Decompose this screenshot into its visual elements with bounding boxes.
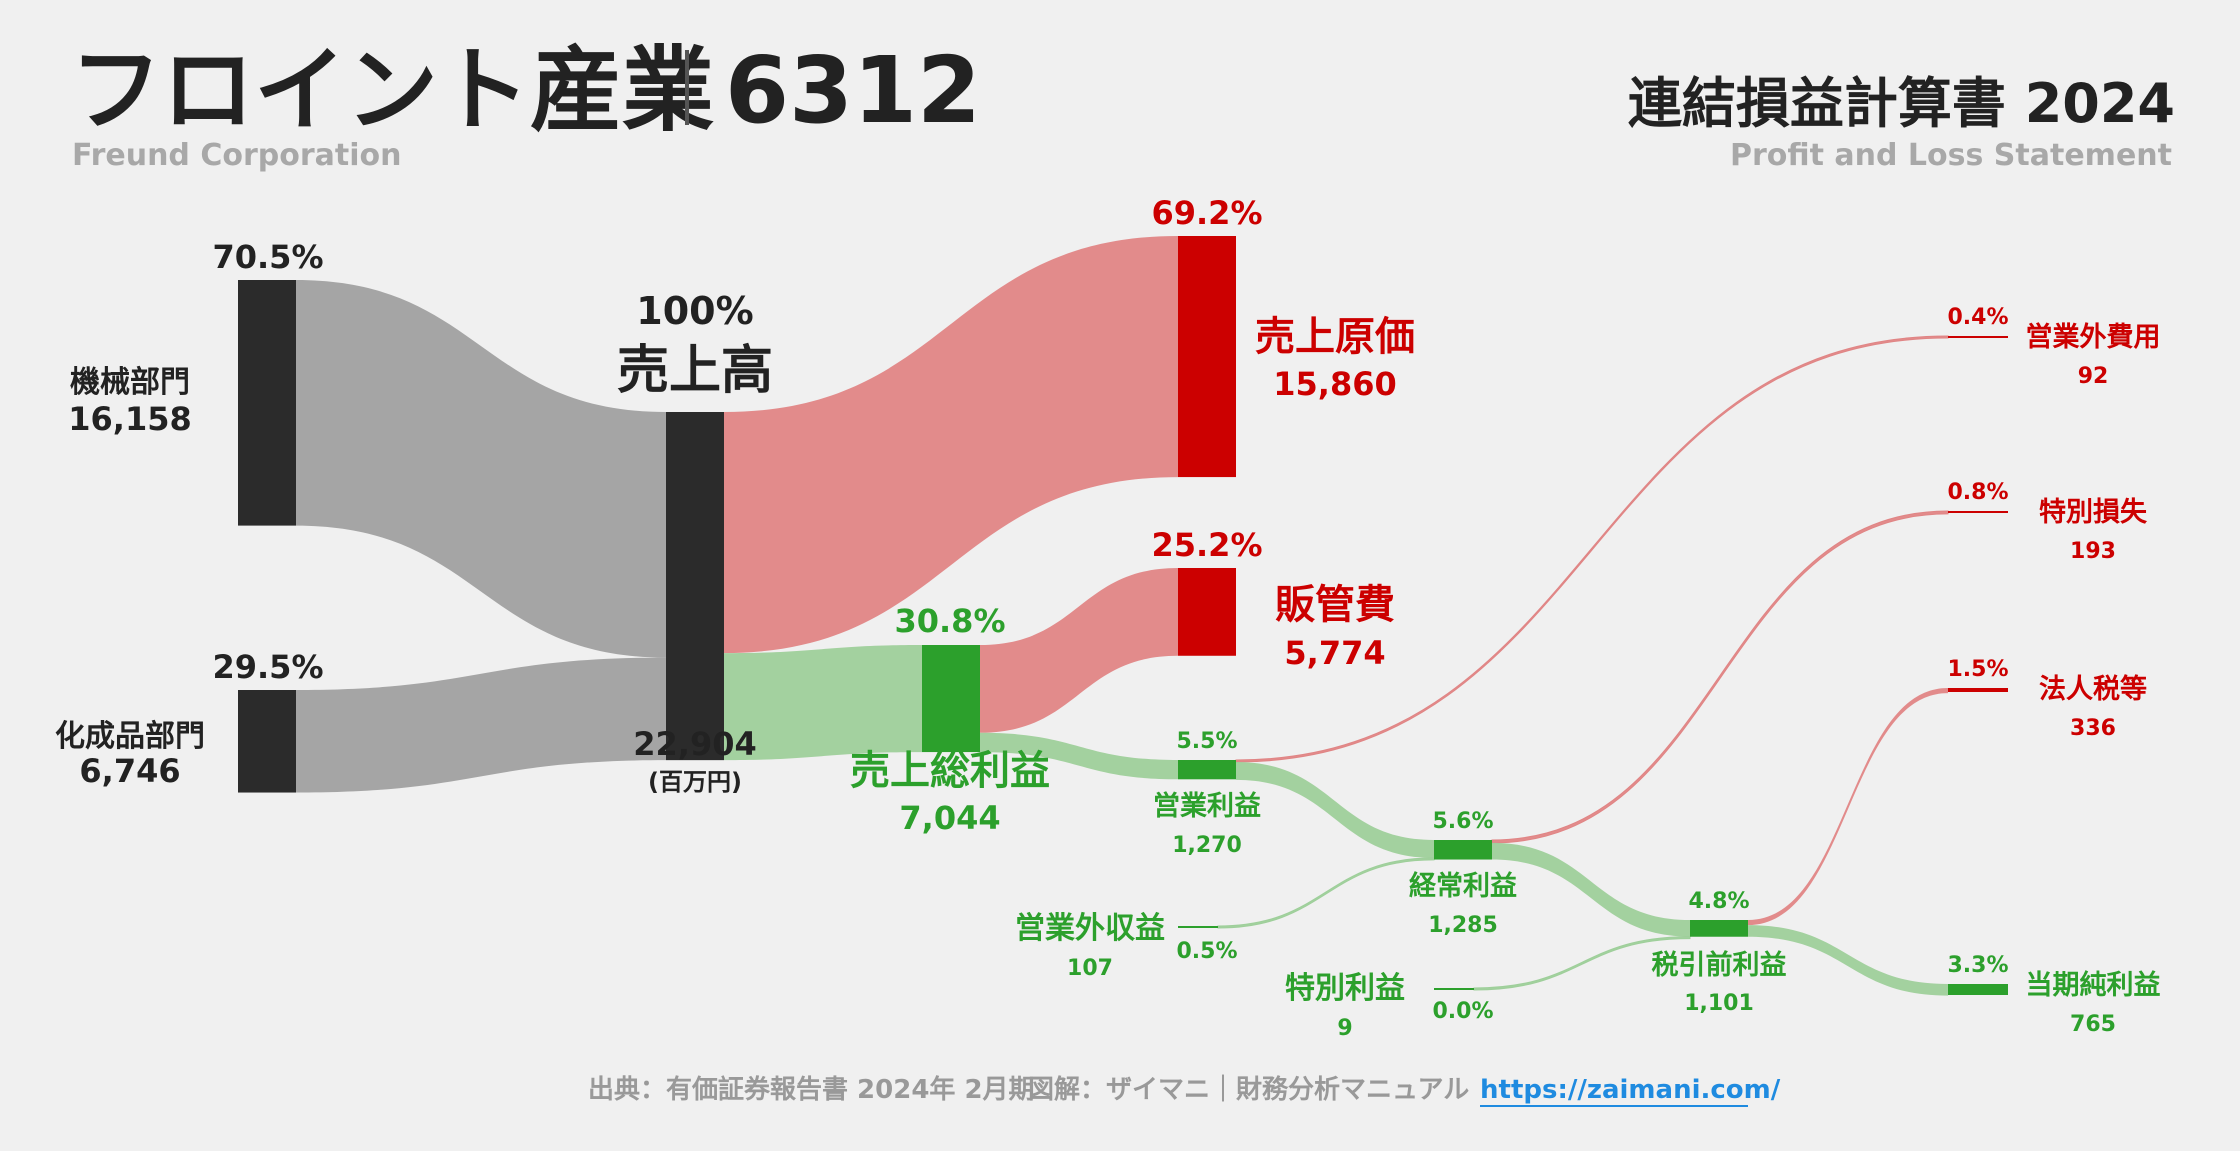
pct-ordinary: 5.6%	[1432, 809, 1493, 834]
node-net	[1948, 984, 2008, 995]
flow-sp_gain-to-pretax	[1473, 936, 1691, 991]
flow-op-to-ordinary	[1236, 762, 1434, 858]
label-tax: 法人税等	[2039, 673, 2147, 705]
node-sp_gain	[1434, 988, 1474, 990]
label-sga: 販管費	[1275, 582, 1395, 628]
value-net: 765	[2070, 1012, 2116, 1037]
report-title: 連結損益計算書 2024	[1628, 72, 2175, 135]
value-nonop_exp: 92	[2078, 364, 2109, 389]
flow-revenue-to-gross	[724, 645, 922, 761]
stock-code: 6312	[725, 37, 981, 144]
label-cogs: 売上原価	[1255, 314, 1415, 360]
pct-op: 5.5%	[1176, 729, 1237, 754]
sankey-nodes	[238, 236, 2008, 995]
label-net: 当期純利益	[2026, 969, 2161, 1001]
label-gross: 売上総利益	[850, 748, 1050, 794]
footer-link-underline	[1480, 1105, 1748, 1107]
value-ordinary: 1,285	[1428, 913, 1498, 938]
label-seg1: 機械部門	[70, 365, 190, 400]
flow-gross-to-sga	[980, 568, 1178, 733]
label-nonop_exp: 営業外費用	[2026, 321, 2161, 353]
value-nonop_inc: 107	[1067, 956, 1113, 981]
pct-sp_loss: 0.8%	[1947, 480, 2008, 505]
pct-sp_gain: 0.0%	[1432, 999, 1493, 1024]
value-sp_loss: 193	[2070, 539, 2116, 564]
node-seg1	[238, 280, 296, 526]
report-title-en: Profit and Loss Statement	[1730, 138, 2172, 173]
pct-nonop_inc: 0.5%	[1176, 939, 1237, 964]
pct-revenue: 100%	[636, 289, 753, 333]
footer-credit: 図解：ザイマニ｜財務分析マニュアル	[1028, 1074, 1469, 1105]
value-seg1: 16,158	[68, 400, 191, 438]
node-pretax	[1690, 920, 1748, 937]
node-cogs	[1178, 236, 1236, 478]
value-seg2: 6,746	[79, 752, 180, 790]
flow-gross-to-op	[980, 732, 1178, 780]
label-seg2: 化成品部門	[55, 719, 205, 754]
value-cogs: 15,860	[1273, 365, 1396, 403]
pct-net: 3.3%	[1947, 953, 2008, 978]
flow-pretax-to-net	[1748, 925, 1948, 996]
pct-gross: 30.8%	[894, 602, 1005, 640]
node-sp_loss	[1948, 511, 2008, 513]
company-name-en: Freund Corporation	[72, 138, 402, 173]
node-sga	[1178, 568, 1236, 656]
flow-ordinary-to-pretax	[1492, 842, 1690, 937]
flow-pretax-to-tax	[1748, 688, 1948, 926]
value-tax: 336	[2070, 716, 2116, 741]
label-sp_loss: 特別損失	[2039, 497, 2148, 528]
pct-cogs: 69.2%	[1151, 194, 1262, 232]
label-revenue: 売上高	[617, 341, 773, 401]
value-sga: 5,774	[1284, 634, 1385, 672]
flow-ordinary-to-sp_loss	[1491, 510, 1949, 844]
sankey-links	[296, 236, 1949, 996]
value-op: 1,270	[1172, 833, 1242, 858]
node-nonop_exp	[1948, 336, 2008, 338]
flow-revenue-to-cogs	[724, 236, 1178, 654]
company-name: フロイント産業	[70, 37, 714, 144]
pct-tax: 1.5%	[1947, 657, 2008, 682]
pct-sga: 25.2%	[1151, 526, 1262, 564]
value-gross: 7,044	[899, 799, 1000, 837]
node-tax	[1948, 688, 2008, 692]
unit-label: (百万円)	[648, 768, 742, 796]
pct-seg1: 70.5%	[212, 238, 323, 276]
pct-nonop_exp: 0.4%	[1947, 305, 2008, 330]
node-nonop_inc	[1178, 926, 1218, 928]
node-seg2	[238, 690, 296, 793]
label-sp_gain: 特別利益	[1285, 971, 1405, 1006]
node-ordinary	[1434, 840, 1492, 860]
value-sp_gain: 9	[1337, 1016, 1352, 1041]
title-divider	[685, 50, 689, 125]
footer-source: 出典：有価証券報告書 2024年 2月期	[588, 1074, 1035, 1105]
value-pretax: 1,101	[1684, 991, 1754, 1016]
node-op	[1178, 760, 1236, 780]
flow-seg1-to-revenue	[296, 280, 666, 658]
pct-seg2: 29.5%	[212, 648, 323, 686]
node-revenue	[666, 412, 724, 761]
footer-link[interactable]: https://zaimani.com/	[1480, 1075, 1781, 1105]
label-nonop_inc: 営業外収益	[1015, 911, 1165, 946]
label-ordinary: 経常利益	[1409, 870, 1517, 902]
label-op: 営業利益	[1153, 790, 1261, 822]
node-gross	[922, 645, 980, 753]
flow-nonop_inc-to-ordinary	[1217, 857, 1435, 929]
label-pretax: 税引前利益	[1652, 949, 1787, 981]
flow-seg2-to-revenue	[296, 657, 666, 793]
pct-pretax: 4.8%	[1688, 889, 1749, 914]
value-revenue: 22,904	[633, 725, 756, 763]
